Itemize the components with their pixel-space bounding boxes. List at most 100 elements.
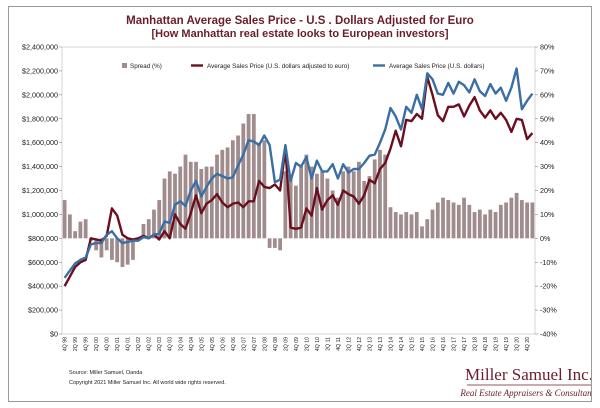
left-axis-tick-label: $2,000,000 bbox=[22, 90, 58, 99]
legend-item-spread: Spread (%) bbox=[122, 63, 162, 70]
x-axis-tick-label: 2Q 07 bbox=[241, 337, 247, 351]
x-axis-tick-label: 2Q 06 bbox=[220, 337, 226, 351]
right-axis-tick-label: -30% bbox=[540, 306, 557, 315]
spread-bar bbox=[73, 231, 78, 239]
spread-bar bbox=[441, 197, 445, 239]
spread-bar bbox=[425, 219, 430, 239]
x-axis-tick-label: 4Q 19 bbox=[504, 337, 510, 351]
spread-bar bbox=[504, 202, 508, 239]
spread-bar bbox=[236, 135, 240, 239]
spread-bar bbox=[367, 176, 372, 239]
spread-bar bbox=[393, 212, 398, 239]
spread-bar bbox=[225, 147, 230, 239]
spread-bar bbox=[78, 221, 83, 239]
x-axis-tick-label: 2Q 08 bbox=[262, 337, 268, 351]
spread-bar bbox=[215, 154, 219, 239]
spread-bar bbox=[230, 140, 235, 239]
spread-bar bbox=[152, 209, 156, 239]
spread-bar bbox=[83, 219, 88, 239]
spread-bar bbox=[220, 149, 225, 239]
legend-label: Spread (%) bbox=[130, 63, 162, 70]
left-axis-tick-label: $1,600,000 bbox=[22, 138, 58, 147]
x-axis-tick-label: 2Q 16 bbox=[431, 337, 437, 351]
left-axis-tick-label: $600,000 bbox=[28, 258, 58, 267]
spread-bar bbox=[525, 202, 530, 239]
x-axis-tick-label: 4Q 07 bbox=[252, 337, 258, 351]
spread-bar bbox=[309, 166, 314, 239]
spread-bar bbox=[530, 202, 535, 239]
spread-bar bbox=[325, 178, 330, 239]
spread-bar bbox=[519, 200, 524, 239]
x-axis-tick-label: 4Q 11 bbox=[336, 337, 342, 351]
x-axis-tick-label: 4Q 05 bbox=[210, 337, 216, 351]
right-axis-tick-label: 20% bbox=[540, 186, 555, 195]
x-axis-tick-label: 4Q 99 bbox=[84, 337, 90, 351]
x-axis-tick-label: 4Q 13 bbox=[378, 337, 384, 351]
spread-bar bbox=[467, 204, 472, 239]
spread-bar bbox=[472, 212, 477, 239]
spread-bar bbox=[456, 204, 461, 239]
x-axis-tick-label: 2Q 01 bbox=[115, 337, 121, 351]
x-axis-tick-label: 4Q 16 bbox=[441, 337, 447, 351]
spread-bar bbox=[125, 238, 130, 265]
copyright-note: Copyright 2021 Miller Samuel Inc. All wo… bbox=[69, 380, 226, 386]
spread-bar bbox=[104, 238, 109, 251]
spread-bar bbox=[293, 185, 298, 239]
spread-bar bbox=[483, 214, 487, 239]
spread-bar bbox=[383, 154, 388, 239]
spread-bar bbox=[330, 190, 335, 239]
legend-item-usd: Average Sales Price (U.S. dollars) bbox=[373, 63, 484, 70]
left-axis-tick-label: $1,800,000 bbox=[22, 114, 58, 123]
x-axis-tick-label: 4Q 00 bbox=[105, 337, 111, 351]
right-axis-tick-label: 0% bbox=[540, 234, 551, 243]
chart-title: Manhattan Average Sales Price - U.S . Do… bbox=[126, 15, 474, 27]
spread-bar bbox=[110, 238, 114, 260]
x-axis-tick-label: 2Q 19 bbox=[494, 337, 500, 351]
left-axis-tick-label: $200,000 bbox=[28, 306, 58, 315]
spread-bar bbox=[146, 219, 151, 239]
spread-bar bbox=[378, 149, 382, 239]
x-axis-tick-label: 4Q 20 bbox=[525, 337, 531, 351]
x-axis-tick-label: 2Q 18 bbox=[473, 337, 479, 351]
x-axis-tick-label: 2Q 11 bbox=[325, 337, 331, 351]
spread-bar bbox=[278, 238, 282, 251]
spread-bar bbox=[509, 197, 514, 239]
x-axis-tick-label: 2Q 20 bbox=[515, 337, 521, 351]
x-axis-tick-label: 4Q 14 bbox=[399, 337, 405, 351]
spread-bar bbox=[272, 238, 277, 248]
right-axis-tick-label: -20% bbox=[540, 282, 557, 291]
spread-bar bbox=[514, 192, 519, 239]
spread-bar bbox=[435, 202, 440, 239]
spread-bar bbox=[288, 176, 293, 239]
source-note: Source: Miller Samuel, Oanda bbox=[69, 370, 143, 376]
spread-bar bbox=[315, 173, 319, 239]
x-axis-tick-label: 4Q 08 bbox=[273, 337, 279, 351]
sales-price-chart: Manhattan Average Sales Price - U.S . Do… bbox=[22, 15, 591, 398]
left-axis-tick-label: $2,200,000 bbox=[22, 66, 58, 75]
right-axis-tick-label: 60% bbox=[540, 90, 555, 99]
spread-bar bbox=[241, 123, 246, 239]
right-axis-tick-label: -10% bbox=[540, 258, 557, 267]
x-axis-tick-label: 4Q 09 bbox=[294, 337, 300, 351]
x-axis-tick-label: 4Q 12 bbox=[357, 337, 363, 351]
x-axis-tick-label: 2Q 12 bbox=[346, 337, 352, 351]
legend-label: Average Sales Price (U.S. dollars) bbox=[389, 63, 484, 70]
spread-bar bbox=[477, 209, 482, 239]
x-axis-tick-label: 4Q 15 bbox=[420, 337, 426, 351]
spread-bar bbox=[357, 161, 361, 239]
spread-bar bbox=[209, 166, 214, 239]
spread-bar bbox=[167, 171, 172, 239]
spread-bar bbox=[420, 226, 424, 239]
x-axis-tick-label: 4Q 02 bbox=[147, 337, 153, 351]
spread-bar bbox=[131, 238, 135, 260]
spread-bar bbox=[262, 140, 267, 239]
usd-price-line bbox=[63, 67, 534, 279]
x-axis-tick-label: 2Q 99 bbox=[73, 337, 79, 351]
right-axis-tick-label: 80% bbox=[540, 43, 555, 52]
spread-bar bbox=[372, 159, 377, 239]
left-axis-tick-label: $800,000 bbox=[28, 234, 58, 243]
legend-item-euro-adjusted: Average Sales Price (U.S. dollars adjust… bbox=[191, 63, 349, 70]
x-axis-tick-label: 2Q 00 bbox=[94, 337, 100, 351]
spread-bar bbox=[388, 207, 393, 239]
x-axis-tick-label: 2Q 02 bbox=[136, 337, 142, 351]
